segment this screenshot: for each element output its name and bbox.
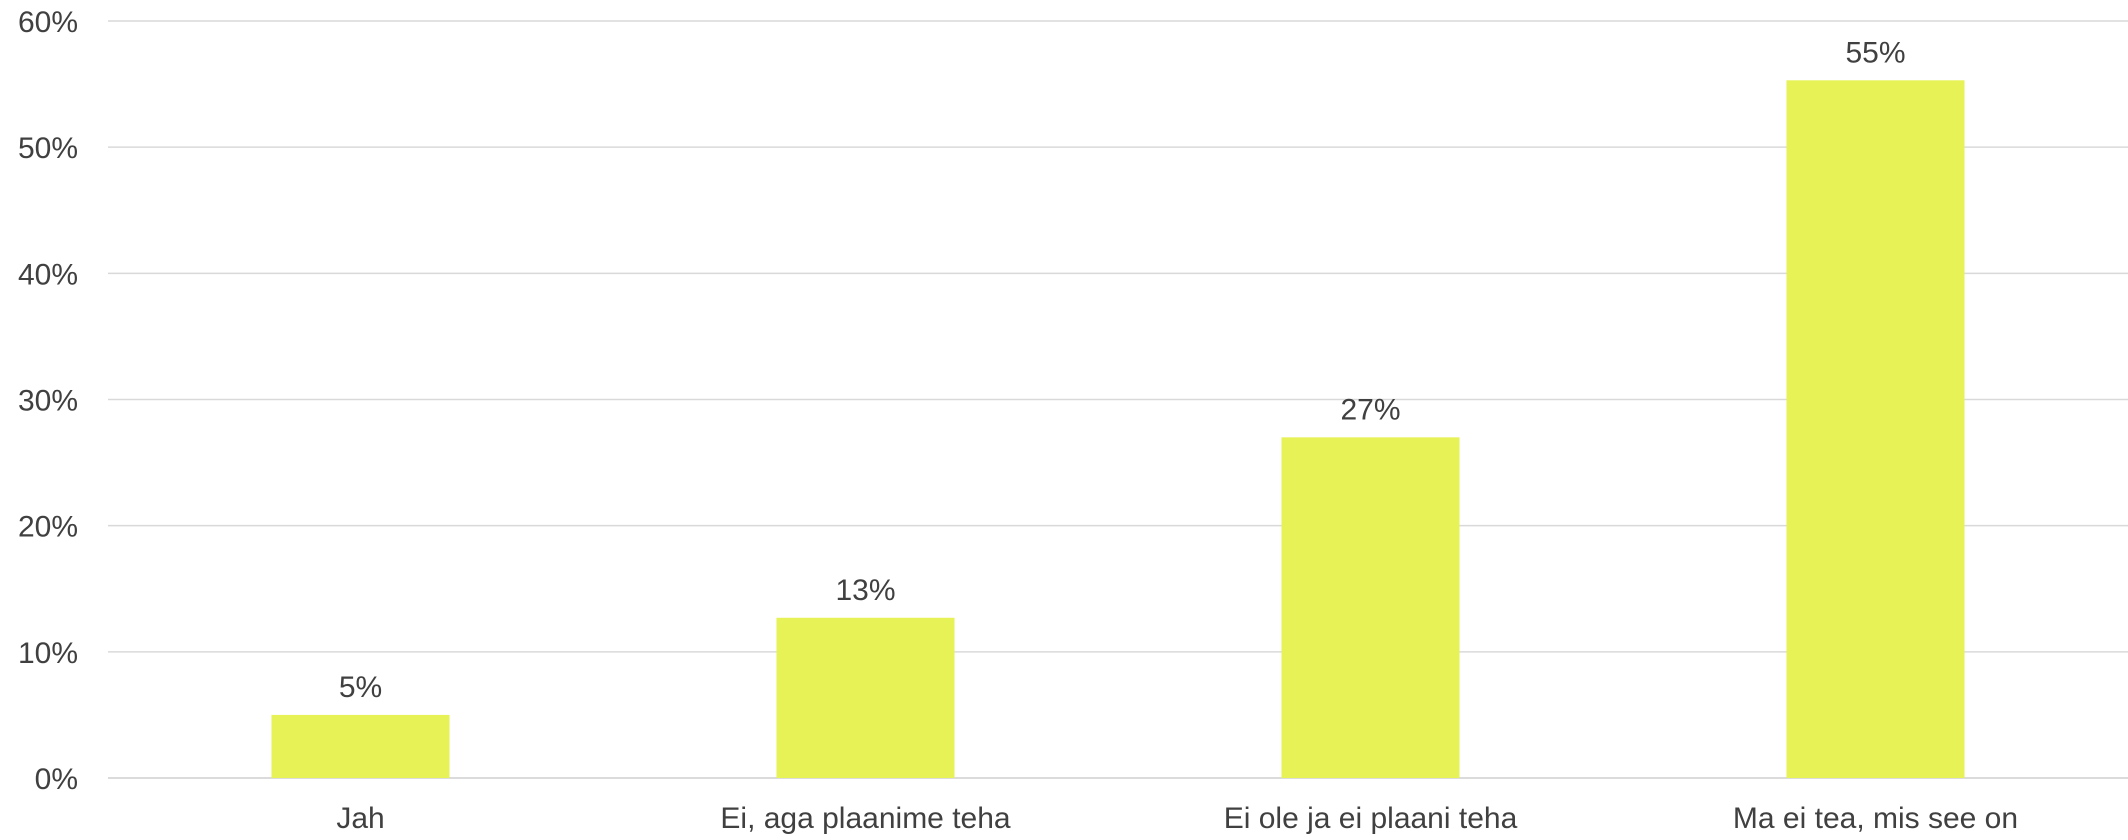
gridlines xyxy=(108,20,2128,779)
bar xyxy=(1281,437,1460,778)
y-axis-ticks: 0% 10% 20% 30% 40% 50% 60% xyxy=(18,6,78,796)
bar xyxy=(776,617,955,778)
data-label: 5% xyxy=(339,671,382,704)
x-axis-ticks: Jah Ei, aga plaanime teha Ei ole ja ei pla… xyxy=(336,802,2018,835)
data-label: 13% xyxy=(835,574,895,607)
data-labels: 5% 13% 27% 55% xyxy=(339,36,1906,704)
y-tick-label: 30% xyxy=(18,385,78,418)
bar xyxy=(271,714,450,778)
x-tick-label: Jah xyxy=(336,802,384,835)
x-tick-label: Ei ole ja ei plaani teha xyxy=(1224,802,1518,835)
x-tick-label: Ma ei tea, mis see on xyxy=(1733,802,2018,835)
bar xyxy=(1786,80,1965,778)
x-tick-label: Ei, aga plaanime teha xyxy=(720,802,1011,835)
y-tick-label: 10% xyxy=(18,637,78,670)
data-label: 55% xyxy=(1845,36,1905,69)
y-tick-label: 20% xyxy=(18,511,78,544)
y-tick-label: 40% xyxy=(18,258,78,291)
data-label: 27% xyxy=(1340,393,1400,426)
bars xyxy=(271,80,1965,778)
y-tick-label: 0% xyxy=(35,763,78,796)
y-tick-label: 60% xyxy=(18,6,78,39)
y-tick-label: 50% xyxy=(18,132,78,165)
